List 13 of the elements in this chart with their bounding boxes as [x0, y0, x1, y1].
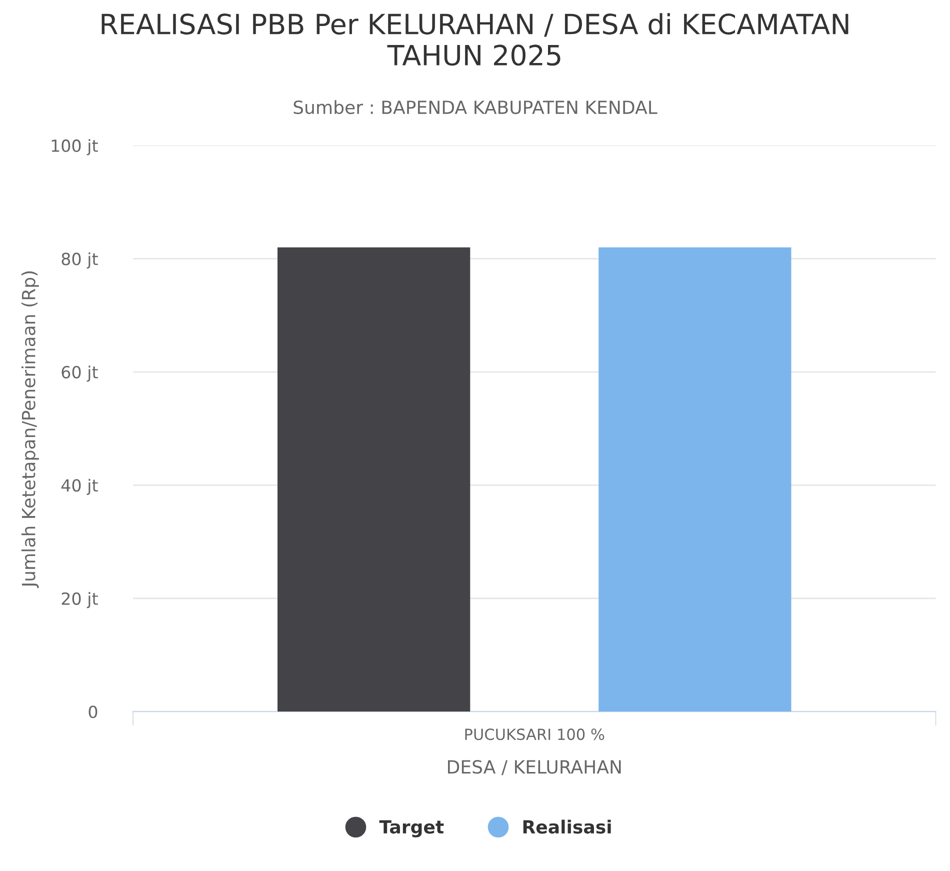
y-tick-label: 40 jt	[61, 478, 98, 495]
y-axis-title: Jumlah Ketetapan/Penerimaan (Rp)	[21, 271, 39, 588]
y-tick-label: 80 jt	[62, 252, 98, 268]
chart-title: REALISASI PBB Per KELURAHAN / DESA di KECAMATAN TAHUN 2025	[102, 13, 848, 66]
y-tick-label: 60 jt	[62, 366, 98, 382]
y-tick-label: 0	[88, 706, 98, 718]
x-tick-label: PUCUKSARI 100 %	[465, 728, 604, 740]
y-tick-label: 100 jt	[52, 139, 98, 156]
y-tick-label: 20 jt	[62, 592, 98, 608]
legend-label: Target	[379, 820, 444, 838]
legend-label: Realisasi	[523, 820, 611, 834]
chart-subtitle: Sumber : BAPENDA KABUPATEN KENDAL	[294, 100, 658, 114]
x-axis-title: DESA / KELURAHAN	[448, 760, 621, 776]
